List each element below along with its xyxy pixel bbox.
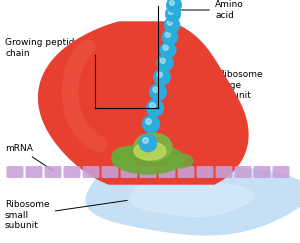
- FancyBboxPatch shape: [64, 166, 80, 178]
- FancyBboxPatch shape: [178, 166, 194, 178]
- Circle shape: [160, 42, 176, 58]
- Circle shape: [169, 0, 174, 5]
- Text: mRNA: mRNA: [5, 144, 53, 170]
- Ellipse shape: [134, 142, 166, 160]
- Circle shape: [162, 29, 178, 45]
- Circle shape: [142, 138, 148, 143]
- FancyBboxPatch shape: [272, 166, 290, 178]
- FancyBboxPatch shape: [121, 166, 137, 178]
- FancyBboxPatch shape: [158, 166, 176, 178]
- FancyBboxPatch shape: [254, 166, 271, 178]
- Circle shape: [142, 115, 160, 133]
- Polygon shape: [86, 162, 300, 235]
- FancyBboxPatch shape: [44, 166, 62, 178]
- FancyBboxPatch shape: [101, 166, 118, 178]
- Text: Ribosome
large
subunit: Ribosome large subunit: [212, 70, 262, 108]
- Circle shape: [167, 20, 172, 25]
- Text: Amino
acid: Amino acid: [176, 0, 244, 20]
- Circle shape: [163, 45, 168, 50]
- FancyBboxPatch shape: [7, 166, 23, 178]
- Ellipse shape: [112, 144, 184, 174]
- Circle shape: [160, 58, 165, 63]
- Circle shape: [165, 6, 181, 22]
- Ellipse shape: [134, 133, 172, 161]
- Polygon shape: [131, 180, 253, 217]
- Circle shape: [139, 134, 157, 152]
- Circle shape: [166, 0, 182, 13]
- Circle shape: [149, 83, 167, 101]
- Ellipse shape: [167, 154, 193, 168]
- FancyBboxPatch shape: [26, 166, 43, 178]
- Polygon shape: [39, 22, 248, 184]
- Circle shape: [150, 103, 155, 108]
- Circle shape: [165, 32, 170, 37]
- Circle shape: [164, 17, 180, 33]
- Circle shape: [146, 99, 164, 117]
- Circle shape: [157, 72, 162, 77]
- FancyBboxPatch shape: [140, 166, 157, 178]
- Circle shape: [153, 87, 158, 92]
- Circle shape: [168, 9, 173, 14]
- FancyBboxPatch shape: [235, 166, 251, 178]
- Text: Ribosome
small
subunit: Ribosome small subunit: [5, 200, 127, 230]
- Text: Growing peptide
chain: Growing peptide chain: [5, 38, 80, 58]
- Text: tRNA: tRNA: [198, 133, 241, 151]
- FancyBboxPatch shape: [82, 166, 100, 178]
- Circle shape: [157, 55, 173, 71]
- Circle shape: [146, 119, 152, 124]
- Circle shape: [154, 69, 170, 86]
- FancyBboxPatch shape: [215, 166, 232, 178]
- FancyBboxPatch shape: [196, 166, 214, 178]
- Ellipse shape: [112, 147, 140, 167]
